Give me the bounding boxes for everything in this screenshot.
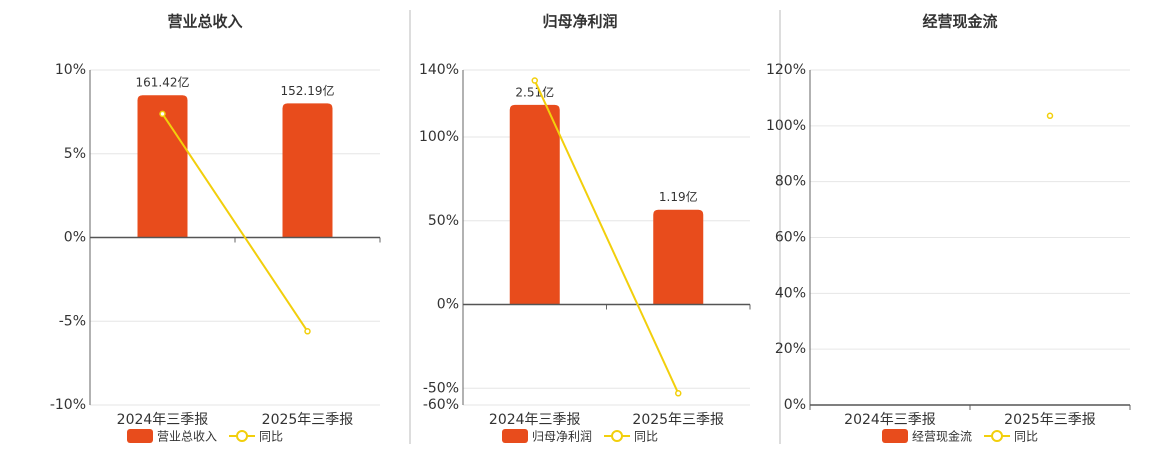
y-tick-label: 0%	[784, 397, 806, 413]
y-tick-label: 50%	[428, 213, 459, 229]
y-tick-label: 20%	[775, 341, 806, 357]
line	[533, 80, 680, 394]
data-label: 2.51亿	[515, 84, 554, 99]
y-tick-label: 60%	[775, 230, 806, 246]
line-point	[159, 110, 166, 118]
y-tick-label: 0%	[437, 297, 459, 313]
x-tick-label: 2025年三季报	[1004, 412, 1096, 428]
data-label: 1.19亿	[659, 189, 698, 204]
line	[161, 113, 309, 332]
y-tick-label: 100%	[419, 129, 459, 145]
bar	[282, 103, 333, 238]
data-label: 152.19亿	[281, 83, 335, 98]
x-tick-label: 2024年三季报	[117, 412, 209, 428]
chart-title: 归母净利润	[542, 13, 617, 31]
chart-title: 营业总收入	[167, 13, 242, 31]
bar	[137, 95, 188, 238]
x-tick-label: 2024年三季报	[844, 412, 936, 428]
line-point	[531, 77, 538, 84]
legend-label: 同比	[259, 430, 283, 444]
legend-swatch	[611, 430, 624, 442]
legend-label: 同比	[634, 430, 658, 444]
y-tick-label: -10%	[50, 397, 86, 413]
legend-swatch	[882, 429, 908, 443]
bar	[509, 104, 560, 305]
legend-label: 归母净利润	[532, 430, 592, 444]
y-tick-label: 120%	[766, 62, 806, 78]
line-point	[304, 328, 311, 335]
y-tick-label: -50%	[423, 380, 459, 396]
y-tick-label: 5%	[64, 146, 86, 162]
legend-swatch	[236, 430, 249, 442]
y-tick-label: 10%	[55, 62, 86, 78]
y-tick-label: 80%	[775, 174, 806, 190]
legend-swatch	[991, 430, 1004, 442]
legend-swatch	[127, 429, 153, 443]
chart-title: 经营现金流	[922, 13, 997, 31]
line-point	[675, 390, 682, 397]
data-label: 161.42亿	[136, 75, 190, 90]
y-tick-label: 40%	[775, 285, 806, 301]
line-point	[1046, 112, 1054, 120]
y-tick-label: 140%	[419, 62, 459, 78]
y-tick-label: 100%	[766, 118, 806, 134]
legend-label: 营业总收入	[157, 430, 217, 444]
legend-swatch	[502, 429, 528, 443]
x-tick-label: 2025年三季报	[632, 412, 724, 428]
y-tick-label: -60%	[423, 397, 459, 413]
x-tick-label: 2024年三季报	[489, 412, 581, 428]
bar	[653, 209, 704, 305]
y-tick-label: 0%	[64, 230, 86, 246]
y-tick-label: -5%	[59, 313, 86, 329]
x-tick-label: 2025年三季报	[262, 412, 354, 428]
legend-label: 同比	[1014, 430, 1038, 444]
legend-label: 经营现金流	[912, 429, 972, 444]
